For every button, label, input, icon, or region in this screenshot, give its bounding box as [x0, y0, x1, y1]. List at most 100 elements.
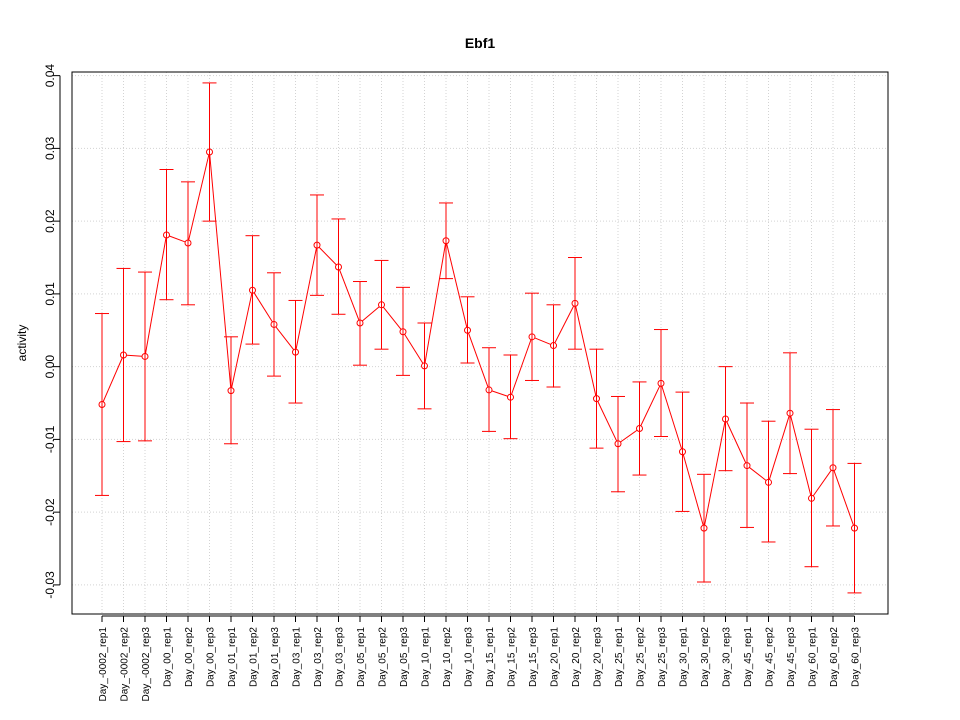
- data-point: [98, 400, 106, 408]
- x-tick-label: Day_20_rep2: [571, 627, 582, 687]
- x-axis: Day_-0002_rep1 Day_-0002_rep2 Day_-0002_re…: [98, 615, 862, 702]
- data-point: [571, 299, 579, 307]
- data-point: [636, 424, 643, 432]
- series-segment: [318, 246, 337, 266]
- series-segment: [682, 454, 704, 526]
- x-tick-label: Day_-0002_rep1: [98, 627, 109, 702]
- series-segment: [145, 237, 167, 354]
- y-axis: -0.03 -0.02 -0.01 0.00 0.01 0.02 0.03 0.04: [43, 64, 61, 599]
- x-tick-label: Day_10_rep1: [421, 627, 432, 687]
- series-segment: [833, 470, 854, 526]
- x-tick-label: Day_01_rep1: [227, 627, 238, 687]
- series-segment: [812, 469, 832, 497]
- data-point: [765, 478, 772, 486]
- series-segment: [726, 421, 747, 464]
- y-tick-label: 0.00: [43, 355, 57, 379]
- x-tick-label: Day_45_rep2: [765, 627, 776, 687]
- series-segment: [468, 332, 489, 388]
- series-segment: [597, 401, 618, 442]
- series-segment: [534, 337, 551, 345]
- x-tick-label: Day_00_rep2: [184, 627, 195, 687]
- y-tick-label: 0.04: [43, 64, 57, 88]
- x-tick-label: Day_-0002_rep3: [141, 627, 152, 702]
- series-segment: [275, 326, 295, 351]
- x-tick-label: Day_30_rep1: [679, 627, 690, 687]
- series-segment: [295, 247, 317, 350]
- y-tick-label: -0.01: [43, 425, 57, 453]
- data-point: [120, 351, 127, 359]
- data-point: [184, 239, 192, 247]
- data-point: [378, 301, 385, 309]
- series-segment: [188, 154, 210, 241]
- series-segment: [253, 292, 273, 323]
- y-tick-label: -0.02: [43, 498, 57, 526]
- data-point: [808, 494, 815, 502]
- x-tick-label: Day_45_rep1: [743, 627, 754, 687]
- series-segment: [126, 354, 143, 357]
- series-segment: [231, 293, 253, 388]
- x-tick-label: Day_60_rep3: [851, 627, 862, 687]
- series-segment: [661, 386, 683, 450]
- x-tick-label: Day_60_rep2: [829, 627, 840, 687]
- series-segment: [511, 339, 532, 395]
- y-axis-label: activity: [15, 325, 29, 362]
- x-tick-label: Day_03_rep1: [292, 627, 303, 687]
- series-segment: [361, 306, 380, 322]
- series-segment: [404, 333, 424, 364]
- series-segment: [554, 305, 575, 344]
- data-point: [679, 448, 686, 456]
- data-point: [141, 352, 149, 360]
- error-bars: [95, 82, 862, 594]
- data-point: [399, 328, 407, 336]
- data-point: [313, 241, 321, 249]
- y-tick-label: 0.02: [43, 209, 57, 233]
- series-segment: [209, 154, 232, 388]
- series-segment: [640, 385, 661, 426]
- grid-lines: [72, 72, 888, 614]
- data-point: [550, 342, 557, 350]
- series-segment: [491, 390, 508, 397]
- data-point: [356, 319, 364, 327]
- y-tick-label: 0.01: [43, 282, 57, 306]
- data-point: [163, 231, 170, 239]
- series-line: [102, 154, 854, 526]
- data-point: [335, 263, 342, 271]
- data-point: [270, 320, 278, 328]
- x-tick-label: Day_03_rep2: [313, 627, 324, 687]
- x-tick-label: Day_60_rep1: [808, 627, 819, 687]
- series-segment: [169, 235, 186, 243]
- series-segment: [575, 306, 597, 396]
- x-tick-label: Day_30_rep3: [722, 627, 733, 687]
- data-point: [227, 387, 235, 395]
- series-segment: [382, 306, 402, 330]
- series-segment: [790, 415, 812, 496]
- data-point: [507, 393, 514, 401]
- y-tick-label: 0.03: [43, 136, 57, 160]
- chart-title: Ebf1: [465, 35, 496, 51]
- series-segment: [749, 467, 767, 481]
- data-points: [98, 148, 858, 532]
- x-tick-label: Day_-0002_rep2: [120, 627, 131, 702]
- data-point: [851, 524, 858, 532]
- series-segment: [446, 243, 468, 328]
- x-tick-label: Day_45_rep3: [786, 627, 797, 687]
- data-point: [657, 379, 665, 387]
- y-tick-label: -0.03: [43, 571, 57, 599]
- data-point: [249, 286, 256, 294]
- x-tick-label: Day_20_rep1: [550, 627, 561, 687]
- x-tick-label: Day_15_rep3: [528, 627, 539, 687]
- x-tick-label: Day_25_rep3: [657, 627, 668, 687]
- x-tick-label: Day_30_rep2: [700, 627, 711, 687]
- series-segment: [620, 429, 638, 443]
- x-tick-label: Day_25_rep1: [614, 627, 625, 687]
- data-point: [528, 333, 536, 341]
- plot-frame: [71, 71, 889, 615]
- x-tick-label: Day_15_rep2: [507, 627, 518, 687]
- data-point: [786, 409, 794, 417]
- x-tick-label: Day_05_rep3: [399, 627, 410, 687]
- x-tick-label: Day_20_rep3: [593, 627, 604, 687]
- series-segment: [768, 415, 790, 480]
- series-segment: [424, 243, 446, 364]
- series-segment: [339, 269, 360, 321]
- data-point: [722, 415, 729, 423]
